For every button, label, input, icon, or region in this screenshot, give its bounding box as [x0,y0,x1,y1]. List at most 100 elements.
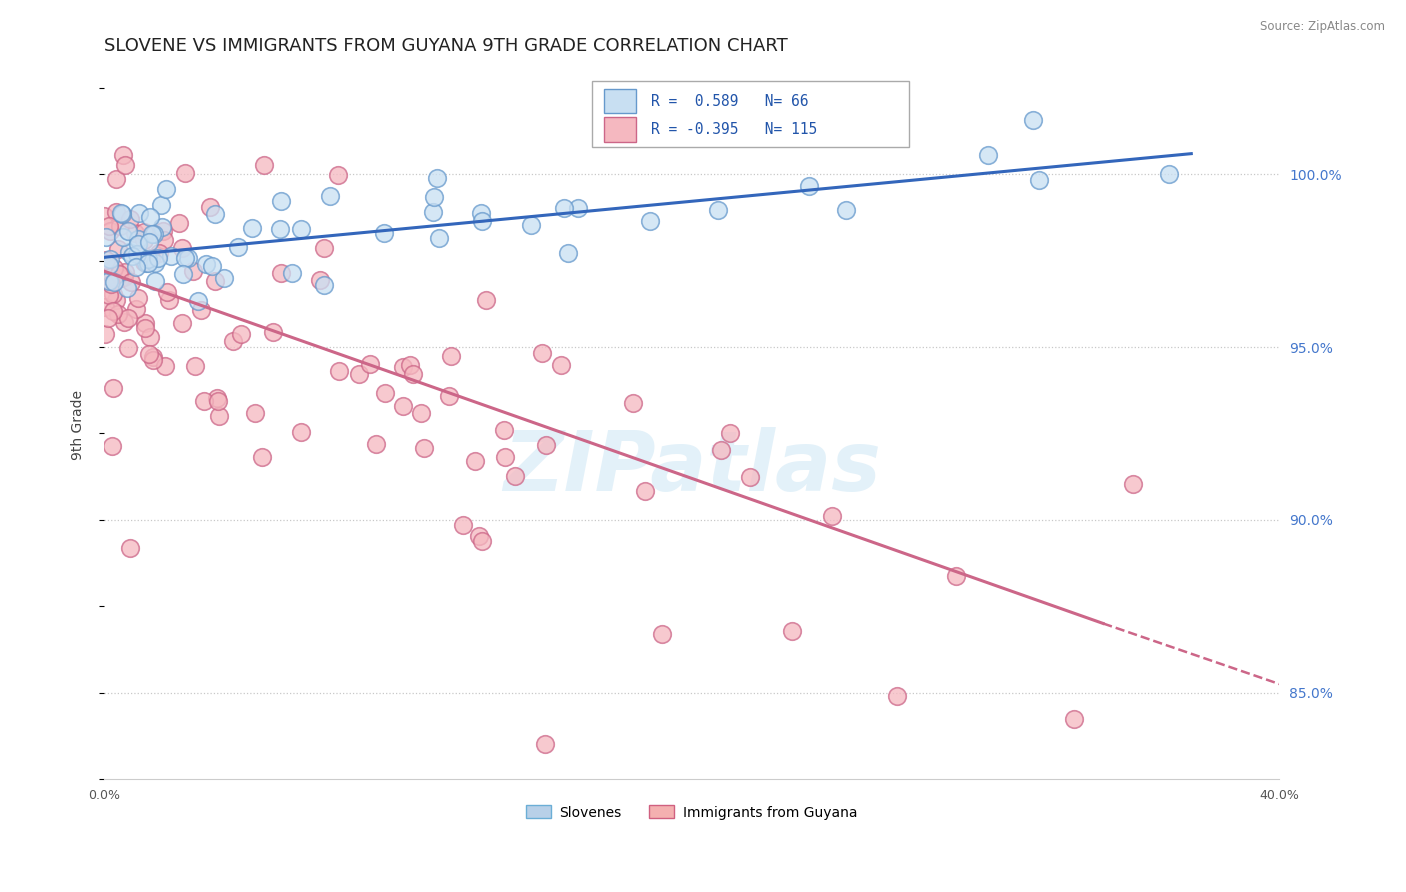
Point [1063,712,1085,726]
Point [471,533,494,548]
Point [314,278,336,293]
Point [105,205,128,219]
Point [93,209,115,223]
Point [105,293,128,307]
Point [505,469,527,483]
Point [117,310,139,325]
Point [148,251,170,265]
Point [170,241,193,255]
Point [132,233,155,247]
Point [94,229,117,244]
Point [142,353,165,368]
Point [193,393,215,408]
Point [141,227,163,241]
Point [269,222,291,236]
Point [373,227,395,241]
Point [780,624,803,639]
Text: ZIPatlas: ZIPatlas [503,426,880,508]
Point [226,239,249,253]
Point [148,246,170,260]
Point [100,277,122,291]
Point [121,249,143,263]
Point [115,281,138,295]
Point [142,350,165,364]
Point [117,341,139,355]
Point [409,406,432,420]
Point [835,202,858,217]
Point [550,359,572,373]
Point [402,368,425,382]
Point [114,158,136,172]
Point [312,241,335,255]
Point [98,258,121,272]
Point [125,302,148,317]
Point [208,409,231,423]
Point [707,202,730,217]
Point [153,234,176,248]
Point [359,357,381,371]
Point [103,275,125,289]
Point [280,267,302,281]
Point [117,224,139,238]
Point [519,218,541,232]
Point [229,326,252,341]
Point [440,349,463,363]
Point [176,251,198,265]
Point [103,381,125,395]
Point [143,275,166,289]
Point [128,205,150,219]
Point [149,198,172,212]
Point [104,172,127,186]
Point [120,541,142,556]
Point [1121,477,1143,491]
Point [97,219,120,234]
Point [392,399,415,413]
Point [172,267,194,281]
Point [101,287,124,301]
Point [536,437,558,451]
Point [135,256,157,270]
Point [98,224,121,238]
Point [328,364,350,378]
Point [290,425,312,439]
Point [1022,113,1045,128]
Point [470,206,492,220]
Point [118,211,141,226]
Point [112,148,135,162]
Point [127,291,149,305]
Point [110,271,132,285]
Point [152,219,174,234]
Point [977,148,1000,162]
Text: R = -0.395   N= 115: R = -0.395 N= 115 [651,122,817,137]
Point [181,263,204,277]
Y-axis label: 9th Grade: 9th Grade [72,390,86,460]
Point [270,194,292,208]
Point [468,528,491,542]
Point [475,293,498,308]
Point [97,311,120,326]
Point [155,359,177,373]
Point [98,288,121,302]
Point [136,252,159,266]
Point [103,261,125,276]
FancyBboxPatch shape [592,81,910,146]
Point [98,252,121,267]
Point [138,347,160,361]
Text: R =  0.589   N= 66: R = 0.589 N= 66 [651,94,808,109]
Point [110,206,132,220]
Point [94,252,117,267]
Point [187,293,209,308]
Point [494,450,516,465]
Point [98,274,121,288]
Point [634,483,657,498]
Point [142,227,165,241]
Point [139,251,162,265]
Point [319,189,342,203]
Point [155,182,177,196]
Point [567,201,589,215]
Point [136,255,159,269]
Point [156,285,179,300]
Point [422,205,444,219]
Point [557,246,579,260]
Point [124,227,146,241]
